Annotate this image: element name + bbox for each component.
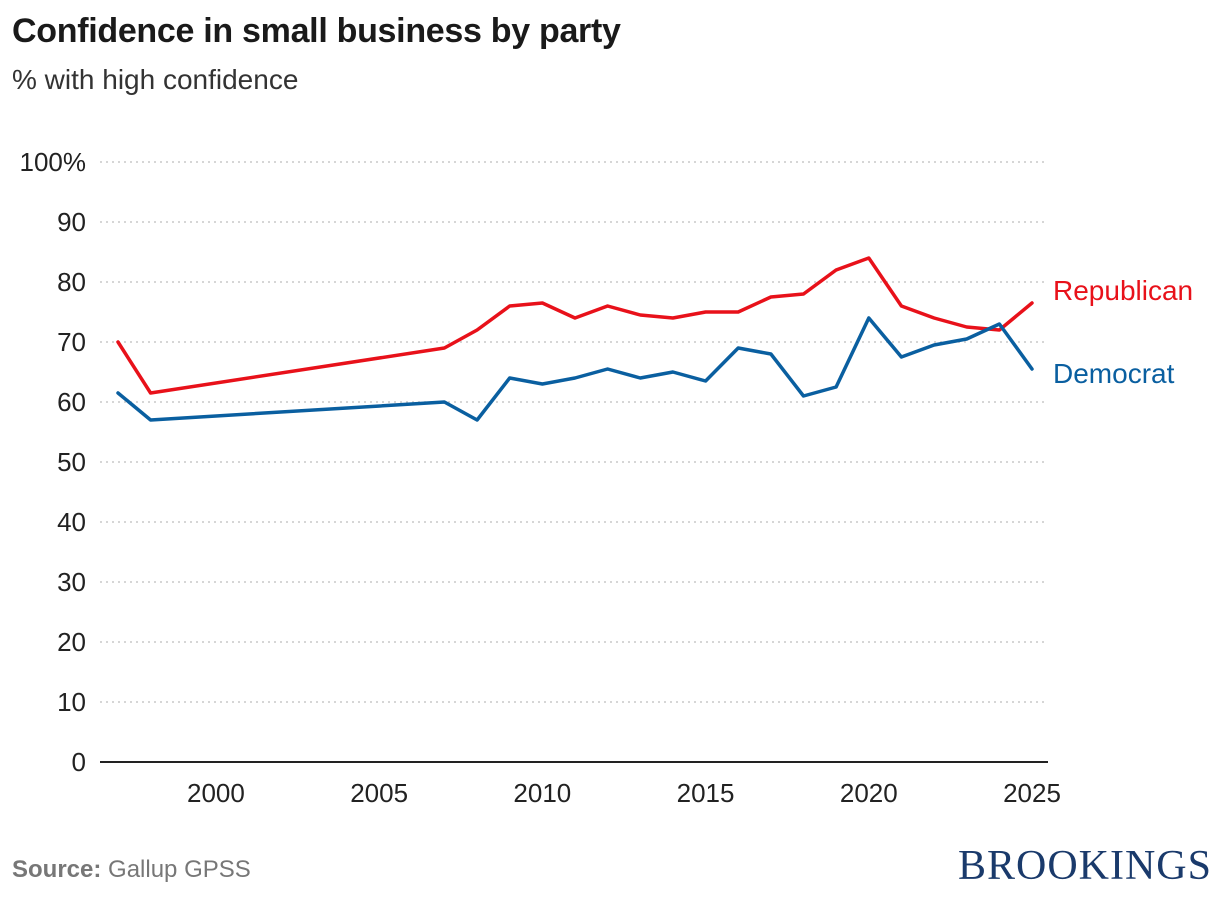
chart-subtitle: % with high confidence: [12, 64, 299, 95]
series-line-republican: [116, 256, 1034, 395]
series-lines: [116, 256, 1034, 422]
series-line-democrat: [116, 316, 1034, 422]
y-tick-label: 20: [57, 627, 86, 657]
source-text: Gallup GPSS: [108, 856, 251, 883]
brookings-logo: BROOKINGS: [957, 843, 1212, 889]
series-labels: Republican Democrat: [1053, 275, 1193, 389]
y-tick-label: 60: [57, 387, 86, 417]
y-tick-label: 40: [57, 507, 86, 537]
y-tick-label: 30: [57, 567, 86, 597]
y-tick-label: 90: [57, 207, 86, 237]
y-tick-label: 80: [57, 267, 86, 297]
y-tick-label: 50: [57, 447, 86, 477]
y-tick-label: 0: [72, 747, 86, 777]
x-tick-label: 2000: [187, 778, 245, 808]
gridlines: [100, 161, 1048, 703]
y-tick-label: 100%: [20, 147, 87, 177]
x-tick-label: 2005: [350, 778, 408, 808]
x-axis-ticks: 2000 2005 2010 2015 2020 2025: [187, 778, 1061, 808]
x-tick-label: 2025: [1003, 778, 1061, 808]
x-tick-label: 2020: [840, 778, 898, 808]
series-label-republican: Republican: [1053, 275, 1193, 306]
source-label: Source:: [12, 856, 102, 883]
chart-title: Confidence in small business by party: [12, 12, 621, 50]
series-label-democrat: Democrat: [1053, 358, 1175, 389]
y-tick-label: 10: [57, 687, 86, 717]
source-note: Source: Gallup GPSS: [12, 856, 251, 884]
x-tick-label: 2010: [513, 778, 571, 808]
x-tick-label: 2015: [677, 778, 735, 808]
y-tick-label: 70: [57, 327, 86, 357]
y-axis-ticks: 0 10 20 30 40 50 60 70 80 90 100%: [20, 147, 87, 777]
